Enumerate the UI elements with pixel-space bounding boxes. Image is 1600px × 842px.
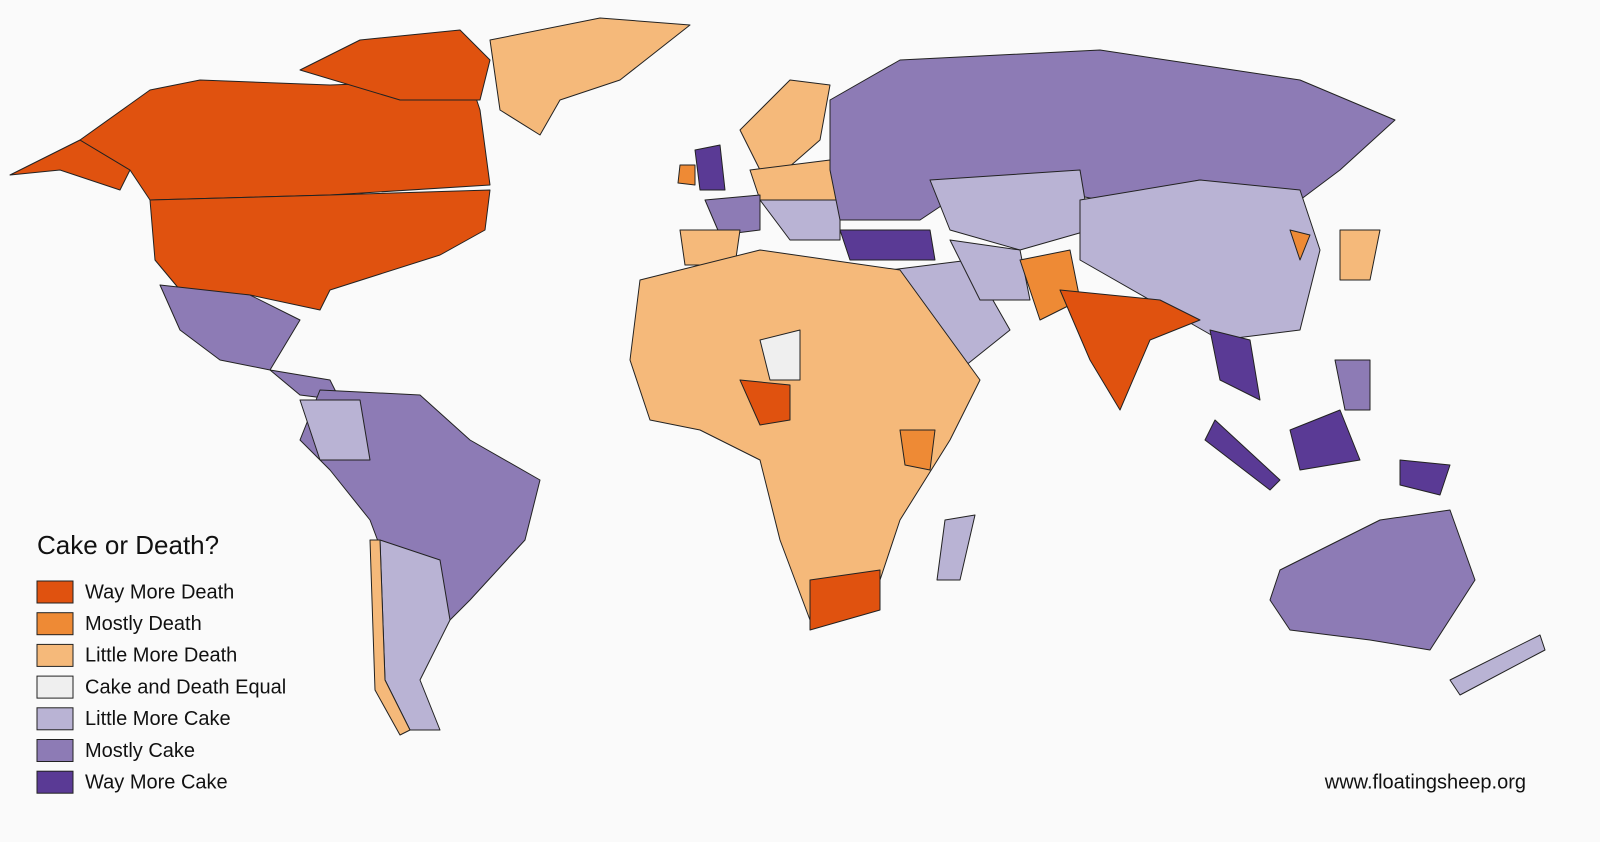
australia [1269, 509, 1476, 651]
legend-swatch [36, 707, 74, 731]
sumatra [1204, 419, 1281, 491]
legend-title: Cake or Death? [37, 530, 219, 560]
legend-label: Mostly Cake [85, 740, 195, 762]
countries [9, 17, 1546, 736]
legend-swatch [36, 770, 74, 794]
france [704, 194, 761, 236]
south-africa [809, 569, 881, 631]
legend-label: Mostly Death [85, 613, 202, 635]
kenya [899, 429, 936, 471]
borneo [1289, 409, 1361, 471]
canada [79, 79, 491, 201]
legend-label: Way More Cake [85, 771, 228, 793]
papua [1399, 459, 1451, 496]
legend-label: Way More Death [85, 581, 234, 603]
philippines [1334, 359, 1371, 411]
usa [149, 189, 491, 311]
legend-swatch [36, 612, 74, 636]
legend-swatch [36, 739, 74, 762]
greenland [489, 17, 691, 136]
central-asia [929, 169, 1091, 251]
sahel [759, 329, 801, 381]
iran [949, 239, 1031, 301]
legend-swatch [36, 580, 74, 604]
japan [1339, 229, 1381, 281]
uk [694, 144, 726, 191]
nigeria [739, 379, 791, 426]
new-zealand [1449, 634, 1546, 696]
madagascar [936, 514, 976, 581]
thailand [1209, 329, 1261, 401]
legend-label: Cake and Death Equal [85, 676, 286, 698]
turkey [839, 229, 936, 261]
legend: Cake or Death? Way More Death Mostly Deat… [36, 530, 286, 794]
arctic-islands [299, 29, 491, 101]
chile [369, 539, 411, 736]
ireland [677, 164, 696, 186]
india [1059, 289, 1201, 411]
china [1079, 179, 1321, 341]
korea [1289, 229, 1311, 261]
legend-label: Little More Cake [85, 708, 231, 730]
source: www.floatingsheep.org [1324, 771, 1526, 793]
balkans [759, 199, 841, 241]
legend-swatch [36, 675, 74, 699]
colombia [299, 399, 371, 461]
legend-swatch [36, 643, 74, 667]
legend-label: Little More Death [85, 645, 237, 667]
